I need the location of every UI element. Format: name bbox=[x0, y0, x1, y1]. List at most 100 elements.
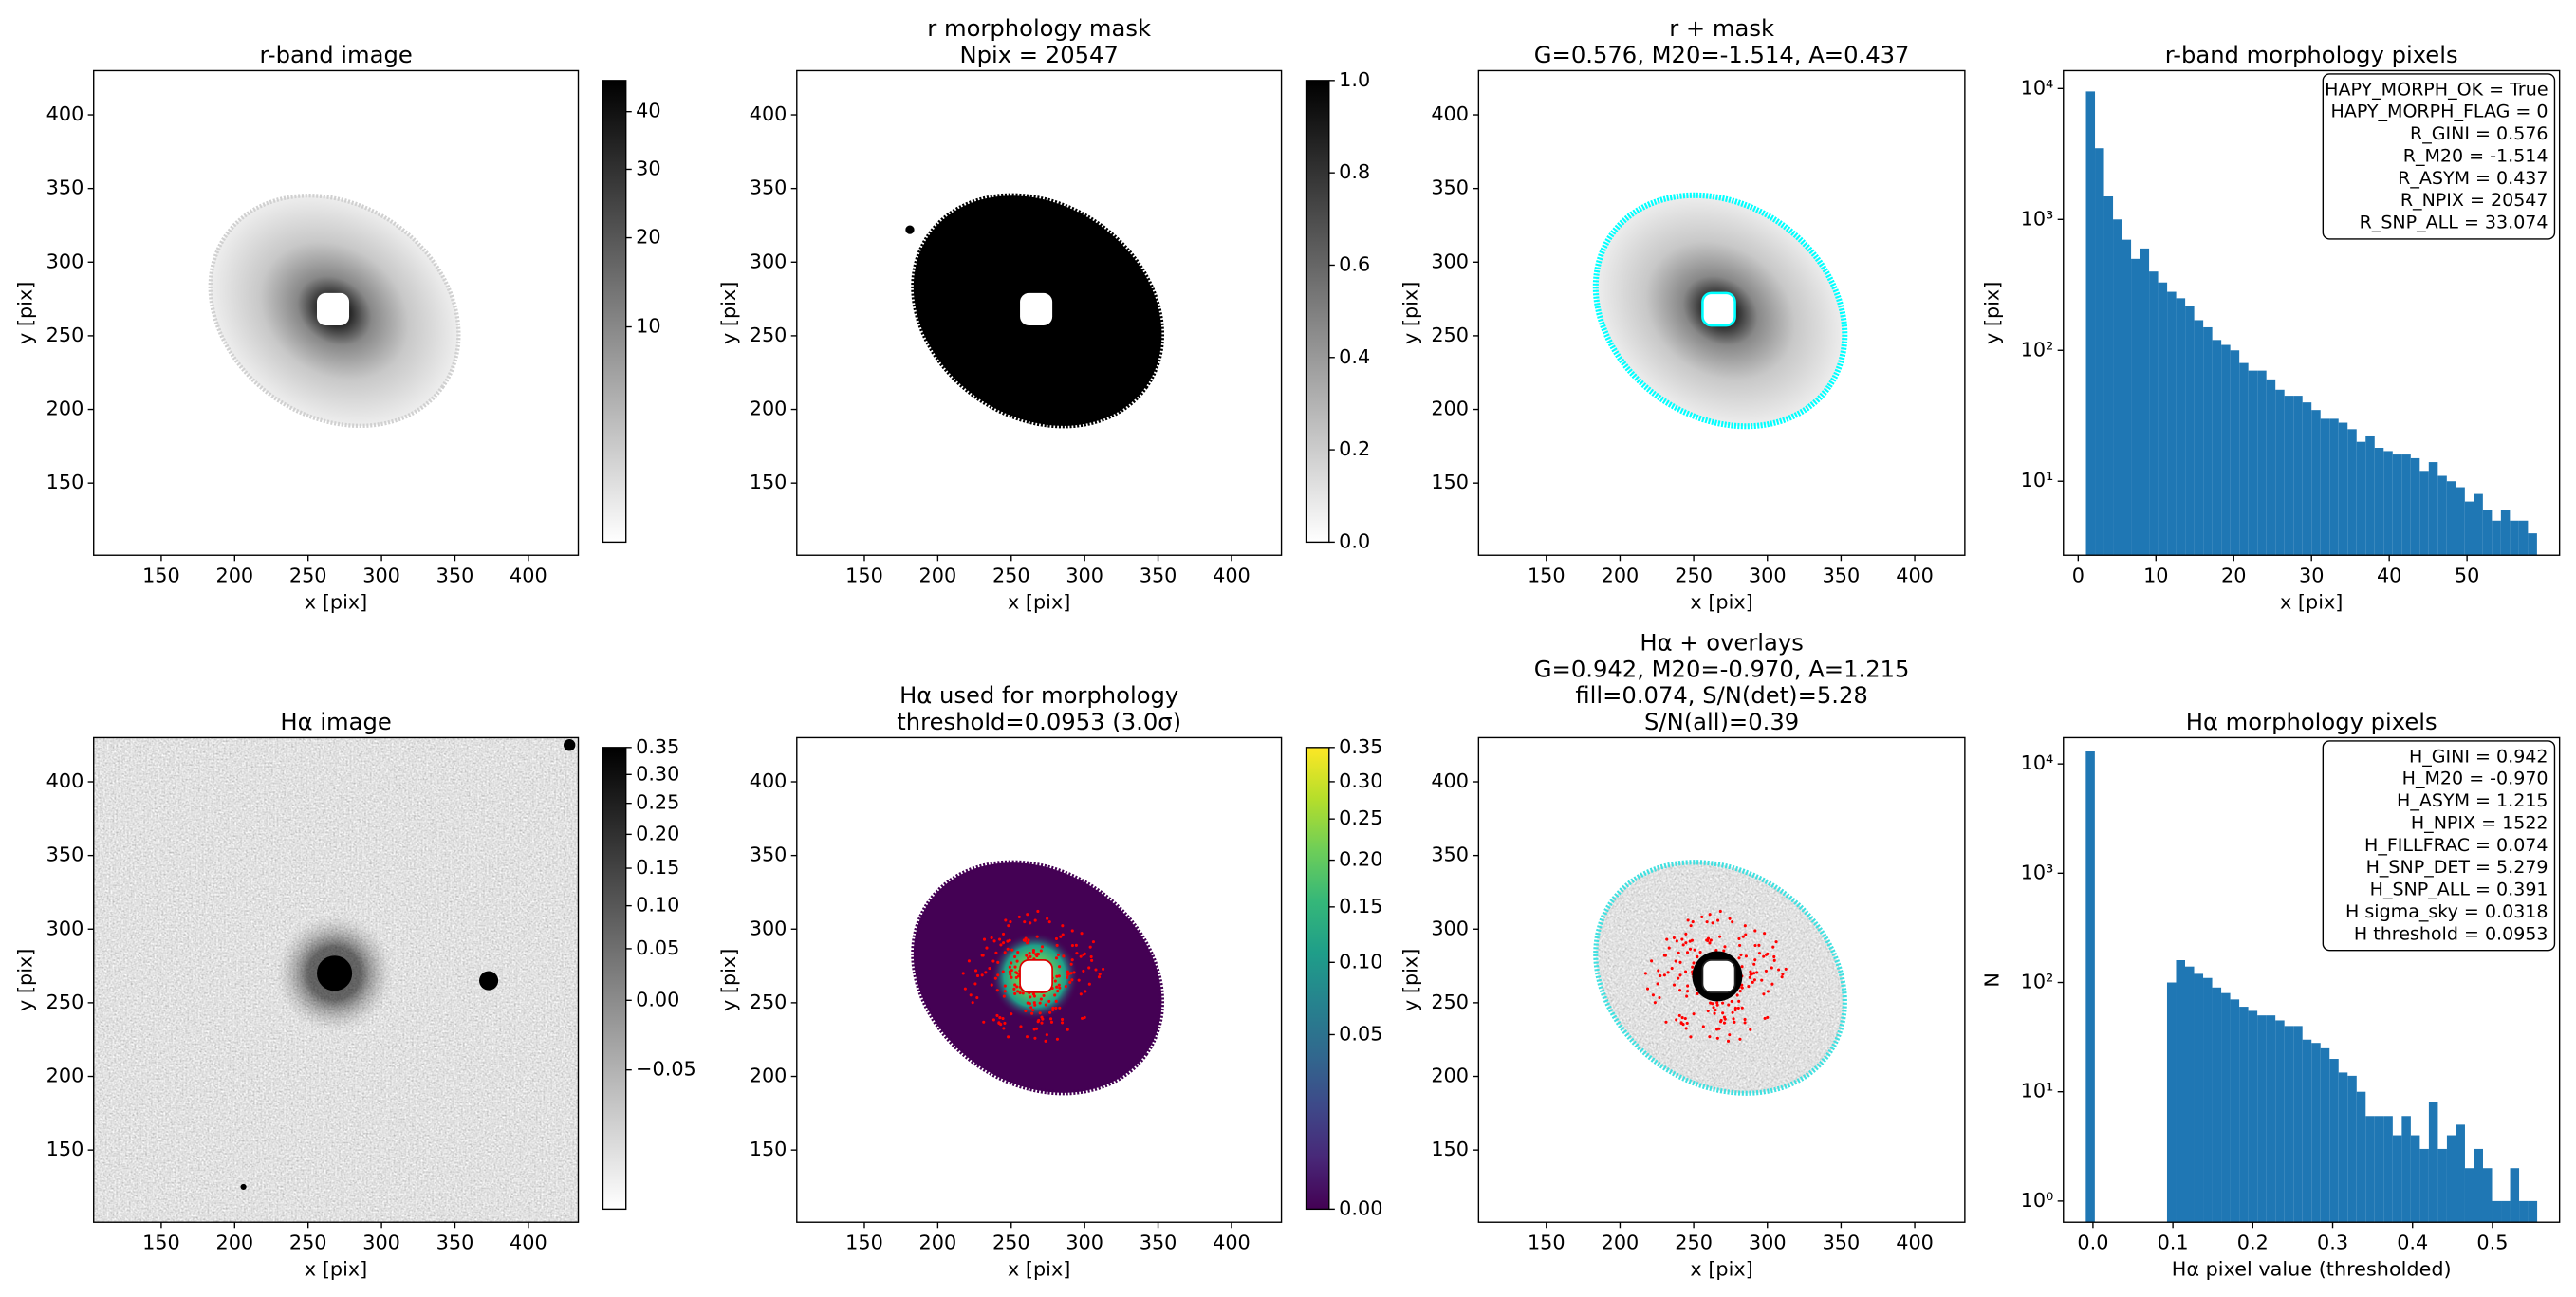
detection-pixel bbox=[1077, 978, 1081, 982]
y-tick-label: 150 bbox=[750, 1138, 788, 1160]
detection-pixel bbox=[1677, 1013, 1681, 1017]
detection-pixel bbox=[1715, 1003, 1719, 1007]
detection-pixel bbox=[1055, 1037, 1060, 1041]
detection-pixel bbox=[1029, 1006, 1033, 1010]
detection-pixel bbox=[990, 936, 993, 939]
hist-bar bbox=[2311, 1043, 2321, 1223]
x-tick-label: 0.5 bbox=[2476, 1232, 2508, 1254]
detection-pixel bbox=[1016, 990, 1020, 993]
y-tick-label: 250 bbox=[1431, 324, 1469, 346]
colorbar-tick-label: 0.20 bbox=[1339, 848, 1382, 871]
hist-bar bbox=[2248, 1010, 2258, 1223]
hist-bar bbox=[2356, 1091, 2366, 1223]
detection-pixel bbox=[1771, 945, 1775, 949]
detection-pixel bbox=[1008, 965, 1011, 969]
detection-pixel bbox=[1098, 973, 1102, 976]
x-axis-label: x [pix] bbox=[1690, 1257, 1752, 1280]
mask-outline bbox=[1593, 860, 1847, 1096]
y-tick-label: 200 bbox=[46, 1065, 84, 1087]
detection-pixel bbox=[1740, 1006, 1744, 1010]
hist-bar bbox=[2176, 960, 2185, 1223]
detection-pixel bbox=[1693, 948, 1696, 952]
panel: r-band morphology pixels 0 10 20 30 40 50 10¹ 10… bbox=[1980, 41, 2561, 613]
annotation-line: HAPY_MORPH_OK = True bbox=[2325, 79, 2548, 100]
colorbar-tick-label: 0.35 bbox=[1339, 735, 1382, 758]
detection-pixel bbox=[1090, 958, 1094, 962]
detection-pixel bbox=[1680, 937, 1684, 941]
detection-pixel bbox=[1712, 1006, 1715, 1010]
detection-pixel bbox=[1057, 974, 1061, 978]
detection-pixel bbox=[1716, 918, 1720, 922]
axes-frame bbox=[2063, 736, 2561, 1223]
detection-pixel bbox=[1717, 1027, 1721, 1030]
y-tick-label: 150 bbox=[1431, 471, 1469, 493]
detection-pixel bbox=[1740, 983, 1744, 987]
detection-pixel bbox=[1013, 983, 1017, 987]
y-tick-label: 200 bbox=[750, 398, 788, 420]
detection-pixel bbox=[1039, 997, 1043, 1001]
panel-title: threshold=0.0953 (3.0σ) bbox=[897, 708, 1181, 735]
detection-pixel bbox=[1736, 1006, 1740, 1010]
detection-pixel bbox=[1684, 970, 1688, 973]
detection-pixel bbox=[1002, 941, 1006, 945]
axes-frame bbox=[796, 736, 1283, 1223]
y-tick-label: 200 bbox=[46, 398, 84, 420]
detection-pixel bbox=[1024, 1009, 1028, 1013]
hist-bar bbox=[2492, 1200, 2502, 1223]
plot-area bbox=[1592, 192, 1848, 430]
detection-pixel bbox=[1001, 932, 1006, 936]
x-tick-label: 400 bbox=[1896, 1232, 1934, 1254]
colorbar-tick-label: 0.35 bbox=[636, 735, 679, 758]
detection-pixel bbox=[1770, 966, 1773, 970]
detection-pixel bbox=[1685, 994, 1689, 998]
detection-pixel bbox=[1040, 1021, 1044, 1025]
y-axis-label: y [pix] bbox=[1399, 282, 1421, 344]
x-tick-label: 20 bbox=[2221, 565, 2246, 587]
y-tick-label: 10² bbox=[2021, 338, 2054, 361]
galaxy-core bbox=[316, 955, 353, 991]
detection-pixel bbox=[1762, 992, 1766, 996]
detection-pixel bbox=[1722, 949, 1726, 953]
detection-pixel bbox=[1701, 1025, 1705, 1028]
hist-bar bbox=[2482, 1168, 2493, 1223]
detection-pixel bbox=[1010, 948, 1014, 952]
detection-pixel bbox=[1026, 941, 1029, 945]
x-tick-label: 200 bbox=[1602, 565, 1640, 587]
detection-pixel bbox=[1032, 994, 1037, 998]
y-tick-label: 400 bbox=[1431, 102, 1469, 125]
x-axis-label: x [pix] bbox=[1690, 590, 1752, 613]
detection-pixel bbox=[1046, 917, 1049, 920]
x-tick-label: 0.2 bbox=[2237, 1232, 2269, 1254]
hist-bar bbox=[2248, 370, 2258, 556]
detection-pixel bbox=[1087, 982, 1091, 986]
colorbar-tick-label: 0.10 bbox=[1339, 950, 1382, 973]
hist-bar bbox=[2464, 501, 2474, 556]
detection-pixel bbox=[1667, 946, 1671, 950]
detection-pixel bbox=[1029, 954, 1032, 958]
colorbar-tick-label: 0.4 bbox=[1339, 345, 1370, 368]
colorbar-tick-label: 0.00 bbox=[1339, 1196, 1382, 1219]
y-tick-label: 400 bbox=[750, 102, 788, 125]
x-tick-label: 0.3 bbox=[2317, 1232, 2348, 1254]
colorbar-tick-label: 0.20 bbox=[636, 822, 679, 844]
detection-pixel bbox=[1723, 945, 1727, 949]
mask-hole bbox=[1020, 292, 1053, 325]
hist-bar bbox=[2446, 1135, 2456, 1223]
detection-pixel bbox=[1009, 920, 1012, 924]
panel-title: r morphology mask bbox=[927, 14, 1151, 42]
detection-pixel bbox=[1029, 921, 1032, 925]
detection-pixel bbox=[1763, 932, 1767, 936]
detection-pixel bbox=[1688, 947, 1693, 951]
detection-pixel bbox=[1752, 962, 1756, 966]
detection-pixel bbox=[1003, 1021, 1007, 1025]
hist-bar bbox=[2464, 1168, 2474, 1223]
detection-pixel bbox=[1089, 954, 1093, 959]
annotation-line: R_SNP_ALL = 33.074 bbox=[2360, 213, 2548, 233]
y-tick-label: 200 bbox=[1431, 1065, 1469, 1087]
hist-bar bbox=[2392, 1135, 2402, 1223]
panel-title: r-band image bbox=[259, 41, 412, 68]
detection-pixel bbox=[1757, 952, 1762, 955]
detection-pixel bbox=[1764, 969, 1768, 973]
hist-bar bbox=[2194, 973, 2204, 1223]
colorbar bbox=[602, 747, 627, 1211]
